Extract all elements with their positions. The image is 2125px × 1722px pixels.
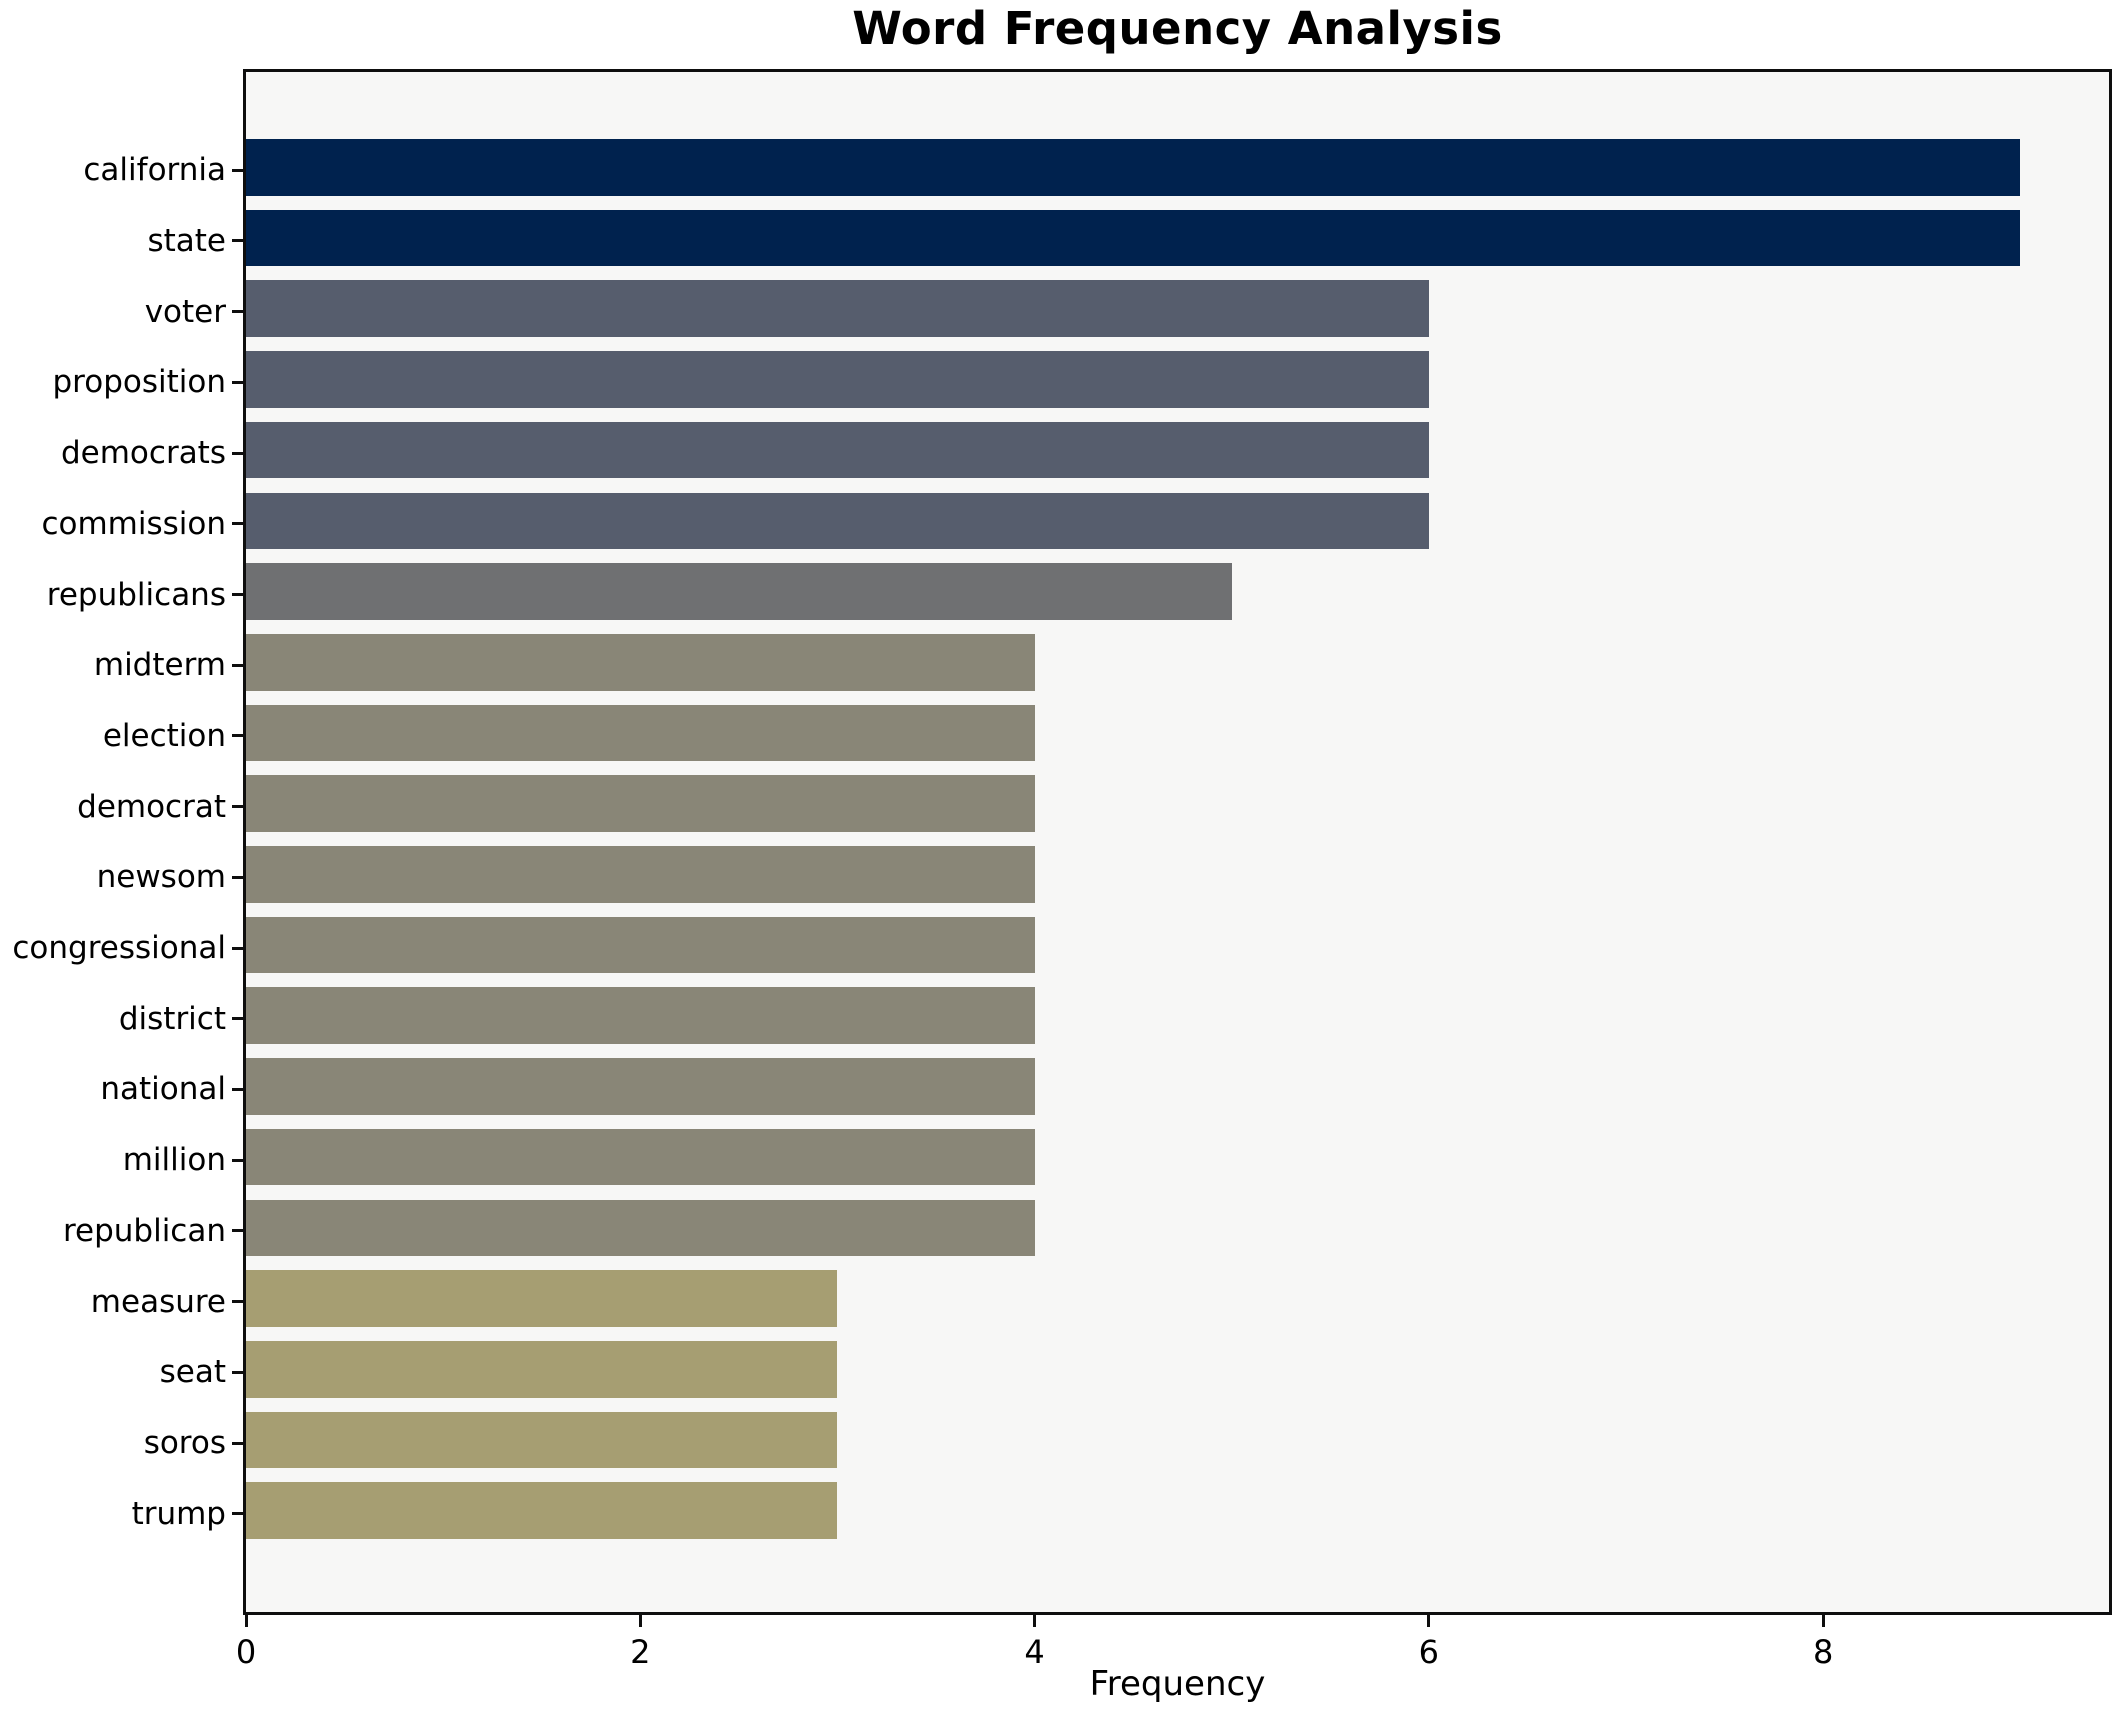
bar-district — [246, 987, 1035, 1045]
bar-republican — [246, 1199, 1035, 1257]
y-tick-label-republicans: republicans — [46, 576, 226, 613]
y-tick-mark — [232, 1512, 244, 1516]
y-tick-label-newsom: newsom — [96, 859, 226, 896]
y-tick-label-soros: soros — [143, 1425, 226, 1461]
x-tick-label-6: 6 — [1418, 1633, 1440, 1671]
bar-republicans — [246, 563, 1232, 620]
y-tick-label-midterm: midterm — [93, 647, 226, 684]
chart-title: Word Frequency Analysis — [852, 2, 1503, 55]
x-tick-label-8: 8 — [1812, 1633, 1834, 1671]
bar-california — [246, 139, 2021, 196]
y-tick-label-democrat: democrat — [77, 788, 226, 825]
y-tick-mark — [232, 593, 244, 597]
y-tick-mark — [232, 875, 244, 879]
bar-midterm — [246, 633, 1035, 691]
y-tick-label-proposition: proposition — [52, 364, 227, 401]
x-tick-mark — [1821, 1612, 1825, 1627]
bar-democrat — [246, 775, 1035, 832]
bar-newsom — [246, 846, 1035, 903]
x-tick-label-4: 4 — [1024, 1633, 1045, 1671]
bar-national — [246, 1058, 1035, 1115]
y-tick-mark — [232, 1370, 244, 1374]
y-tick-label-congressional: congressional — [12, 930, 226, 967]
x-axis-label: Frequency — [1089, 1664, 1266, 1704]
bar-election — [246, 704, 1035, 762]
y-tick-mark — [232, 946, 244, 950]
y-tick-label-democrats: democrats — [60, 435, 226, 472]
y-tick-mark — [232, 310, 244, 314]
bar-state — [246, 209, 2021, 267]
bar-commission — [246, 492, 1429, 550]
y-tick-mark — [232, 1158, 244, 1162]
y-tick-mark — [232, 1087, 244, 1091]
bar-voter — [246, 280, 1429, 337]
y-tick-label-commission: commission — [41, 505, 226, 542]
bar-proposition — [246, 351, 1429, 408]
x-tick-mark — [244, 1612, 248, 1627]
bar-million — [246, 1128, 1035, 1186]
y-tick-mark — [232, 239, 244, 243]
y-tick-mark — [232, 1441, 244, 1445]
y-tick-mark — [232, 734, 244, 738]
y-tick-label-state: state — [147, 222, 226, 259]
bar-seat — [246, 1341, 838, 1398]
y-tick-mark — [232, 380, 244, 384]
y-tick-mark — [232, 805, 244, 809]
bar-congressional — [246, 916, 1035, 974]
x-tick-label-0: 0 — [235, 1633, 257, 1671]
bar-measure — [246, 1270, 838, 1327]
x-tick-mark — [638, 1612, 642, 1627]
bar-democrats — [246, 421, 1429, 479]
y-tick-label-million: million — [122, 1142, 226, 1179]
x-tick-mark — [1033, 1612, 1037, 1627]
y-tick-mark — [232, 663, 244, 667]
y-tick-label-republican: republican — [62, 1212, 226, 1249]
y-tick-mark — [232, 168, 244, 172]
y-tick-label-california: california — [83, 152, 226, 189]
y-tick-label-measure: measure — [90, 1283, 226, 1320]
y-tick-label-election: election — [102, 717, 226, 754]
y-tick-label-voter: voter — [144, 293, 226, 330]
bar-trump — [246, 1482, 838, 1539]
y-tick-label-district: district — [118, 1000, 226, 1037]
y-tick-mark — [232, 1300, 244, 1304]
y-tick-label-seat: seat — [159, 1354, 226, 1391]
y-tick-mark — [232, 1017, 244, 1021]
y-tick-label-national: national — [100, 1071, 226, 1108]
y-tick-mark — [232, 451, 244, 455]
plot-area — [243, 69, 2112, 1615]
x-tick-label-2: 2 — [630, 1633, 651, 1671]
x-tick-mark — [1427, 1612, 1431, 1627]
bar-soros — [246, 1411, 838, 1469]
y-tick-mark — [232, 1229, 244, 1233]
y-tick-label-trump: trump — [131, 1495, 226, 1532]
y-tick-mark — [232, 522, 244, 526]
